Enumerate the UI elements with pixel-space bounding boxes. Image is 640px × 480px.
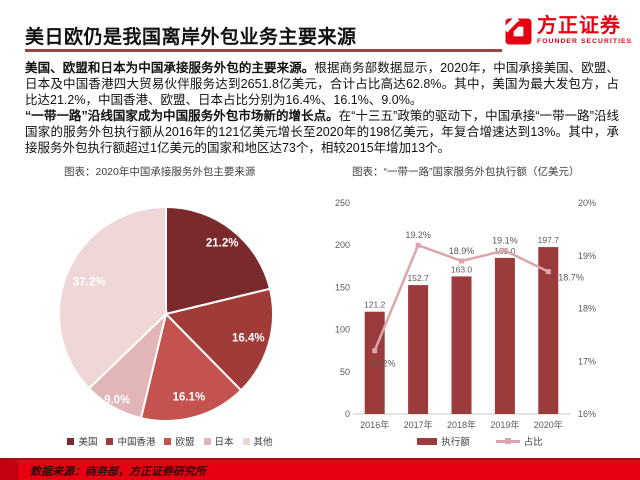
bar-chart-title: 图表：“一带一路”国家服务外包执行额（亿美元） (352, 166, 580, 178)
line-value-label: 19.1% (492, 236, 518, 246)
legend-label: 日本 (214, 437, 234, 448)
left-axis-tick-label: 100 (335, 325, 350, 335)
paragraph-2-lead: “一带一路”沿线国家成为中国服务外包市场新的增长点。 (25, 109, 339, 123)
logo-name-cn: 方正证券 (537, 15, 621, 37)
bar-2019年 (494, 257, 515, 414)
bar-value-label: 163.0 (451, 264, 473, 274)
legend-line-swatch-icon (495, 438, 520, 444)
pie-value-label: 21.2% (206, 238, 239, 250)
paragraph-1-rest: 根据商务部数据显示，2020年，中国承接美国、欧盟、日本及中国香港四大贸易伙伴服… (25, 61, 619, 107)
bar-legend-item-bars: 执行额 (417, 434, 470, 448)
pie-slice-欧盟 (139, 312, 243, 422)
bar-value-label: 152.7 (407, 273, 429, 283)
pie-legend: 美国 中国香港 欧盟 日本 其他 (40, 434, 300, 448)
line-value-label: 18.9% (449, 246, 475, 256)
line-point-marker (502, 248, 508, 253)
right-axis-tick-label: 20% (578, 198, 596, 208)
legend-label: 中国香港 (117, 437, 156, 448)
pie-legend-item-中国香港: 中国香港 (106, 434, 155, 448)
title-underline (25, 49, 502, 52)
pie-value-label: 16.4% (232, 333, 265, 345)
left-axis-tick-label: 250 (335, 198, 350, 208)
bar-2017年 (408, 285, 429, 414)
x-axis-category-label: 2017年 (404, 419, 433, 430)
legend-swatch-icon (106, 437, 114, 445)
line-value-label: 17.2% (370, 359, 396, 369)
legend-swatch-icon (203, 437, 211, 445)
founder-logo-icon (505, 18, 532, 45)
right-axis-tick-label: 17% (578, 356, 596, 366)
left-axis-tick-label: 50 (340, 367, 350, 377)
line-point-marker (459, 258, 464, 264)
paragraph-1-lead: 美国、欧盟和日本为中国承接服务外包的主要来源。 (25, 61, 315, 75)
pie-legend-item-美国: 美国 (67, 434, 97, 448)
data-source-note: 数据来源：商务部，方正证券研究所 (30, 466, 206, 478)
body-text: 美国、欧盟和日本为中国承接服务外包的主要来源。根据商务部数据显示，2020年，中… (25, 60, 619, 156)
bar-value-label: 197.7 (538, 235, 560, 245)
line-value-label: 19.2% (405, 230, 431, 240)
legend-label: 执行额 (441, 437, 470, 448)
legend-swatch-icon (242, 437, 250, 445)
left-axis-tick-label: 150 (335, 282, 350, 292)
bar-2020年 (538, 247, 559, 414)
pie-value-label: 9.0% (104, 395, 130, 407)
pie-slice-美国 (165, 205, 272, 316)
x-axis-category-label: 2020年 (534, 419, 563, 430)
left-axis-tick-label: 0 (345, 409, 350, 419)
legend-label: 占比 (523, 437, 543, 448)
pie-value-label: 37.2% (73, 276, 106, 288)
left-axis-tick-label: 200 (335, 240, 350, 250)
logo-text: 方正证券 FOUNDER SECURITIES (537, 15, 632, 45)
bar-line-chart: 0 50 100 150 200 250 16% 17% 18% 19% 20% 121.2 152.7… (335, 198, 596, 430)
right-axis-tick-label: 16% (578, 409, 596, 419)
line-value-label: 18.7% (558, 273, 584, 283)
pie-chart: 21.2% 16.4% 16.1% 9.0% 37.2% (58, 205, 275, 422)
bar-2018年 (451, 276, 472, 414)
pie-value-label: 16.1% (173, 392, 206, 404)
x-axis-category-label: 2018年 (447, 419, 476, 430)
x-axis-category-label: 2019年 (490, 419, 519, 430)
legend-swatch-icon (164, 437, 172, 445)
line-point-marker (372, 348, 378, 354)
footer-bar: 数据来源：商务部，方正证券研究所 (0, 458, 640, 480)
pie-legend-item-欧盟: 欧盟 (164, 434, 195, 448)
pie-slice-其他 (58, 205, 167, 390)
bar-value-label: 121.2 (364, 300, 386, 310)
pie-slice-中国香港 (164, 287, 275, 392)
page-title: 美日欧仍是我国离岸外包业务主要来源 (25, 27, 357, 48)
bar-legend-item-line: 占比 (495, 434, 543, 448)
company-logo: 方正证券 FOUNDER SECURITIES (505, 15, 632, 45)
line-point-marker (545, 269, 551, 275)
line-point-marker (415, 242, 421, 248)
right-axis-tick-label: 19% (578, 251, 596, 261)
paragraph-2: “一带一路”沿线国家成为中国服务外包市场新的增长点。在“十三五”政策的驱动下，中… (25, 108, 619, 156)
paragraph-2-rest: 在“十三五”政策的驱动下，中国承接“一带一路”沿线国家的服务外包执行额从2016… (25, 109, 619, 155)
logo-name-en: FOUNDER SECURITIES (537, 38, 633, 45)
legend-label: 其他 (253, 437, 273, 448)
pie-legend-item-日本: 日本 (203, 434, 234, 448)
x-axis-category-label: 2016年 (360, 419, 389, 430)
bar-legend: 执行额 占比 (330, 434, 630, 448)
paragraph-1: 美国、欧盟和日本为中国承接服务外包的主要来源。根据商务部数据显示，2020年，中… (25, 60, 619, 108)
legend-label: 美国 (78, 437, 98, 448)
legend-bar-swatch-icon (417, 437, 438, 445)
legend-label: 欧盟 (175, 437, 195, 448)
pie-chart-title: 图表：2020年中国承接服务外包主要来源 (64, 166, 256, 178)
legend-swatch-icon (67, 437, 75, 445)
pie-legend-item-其他: 其他 (242, 434, 273, 448)
right-axis-tick-label: 18% (578, 304, 596, 314)
footer-left-cap (0, 460, 18, 480)
